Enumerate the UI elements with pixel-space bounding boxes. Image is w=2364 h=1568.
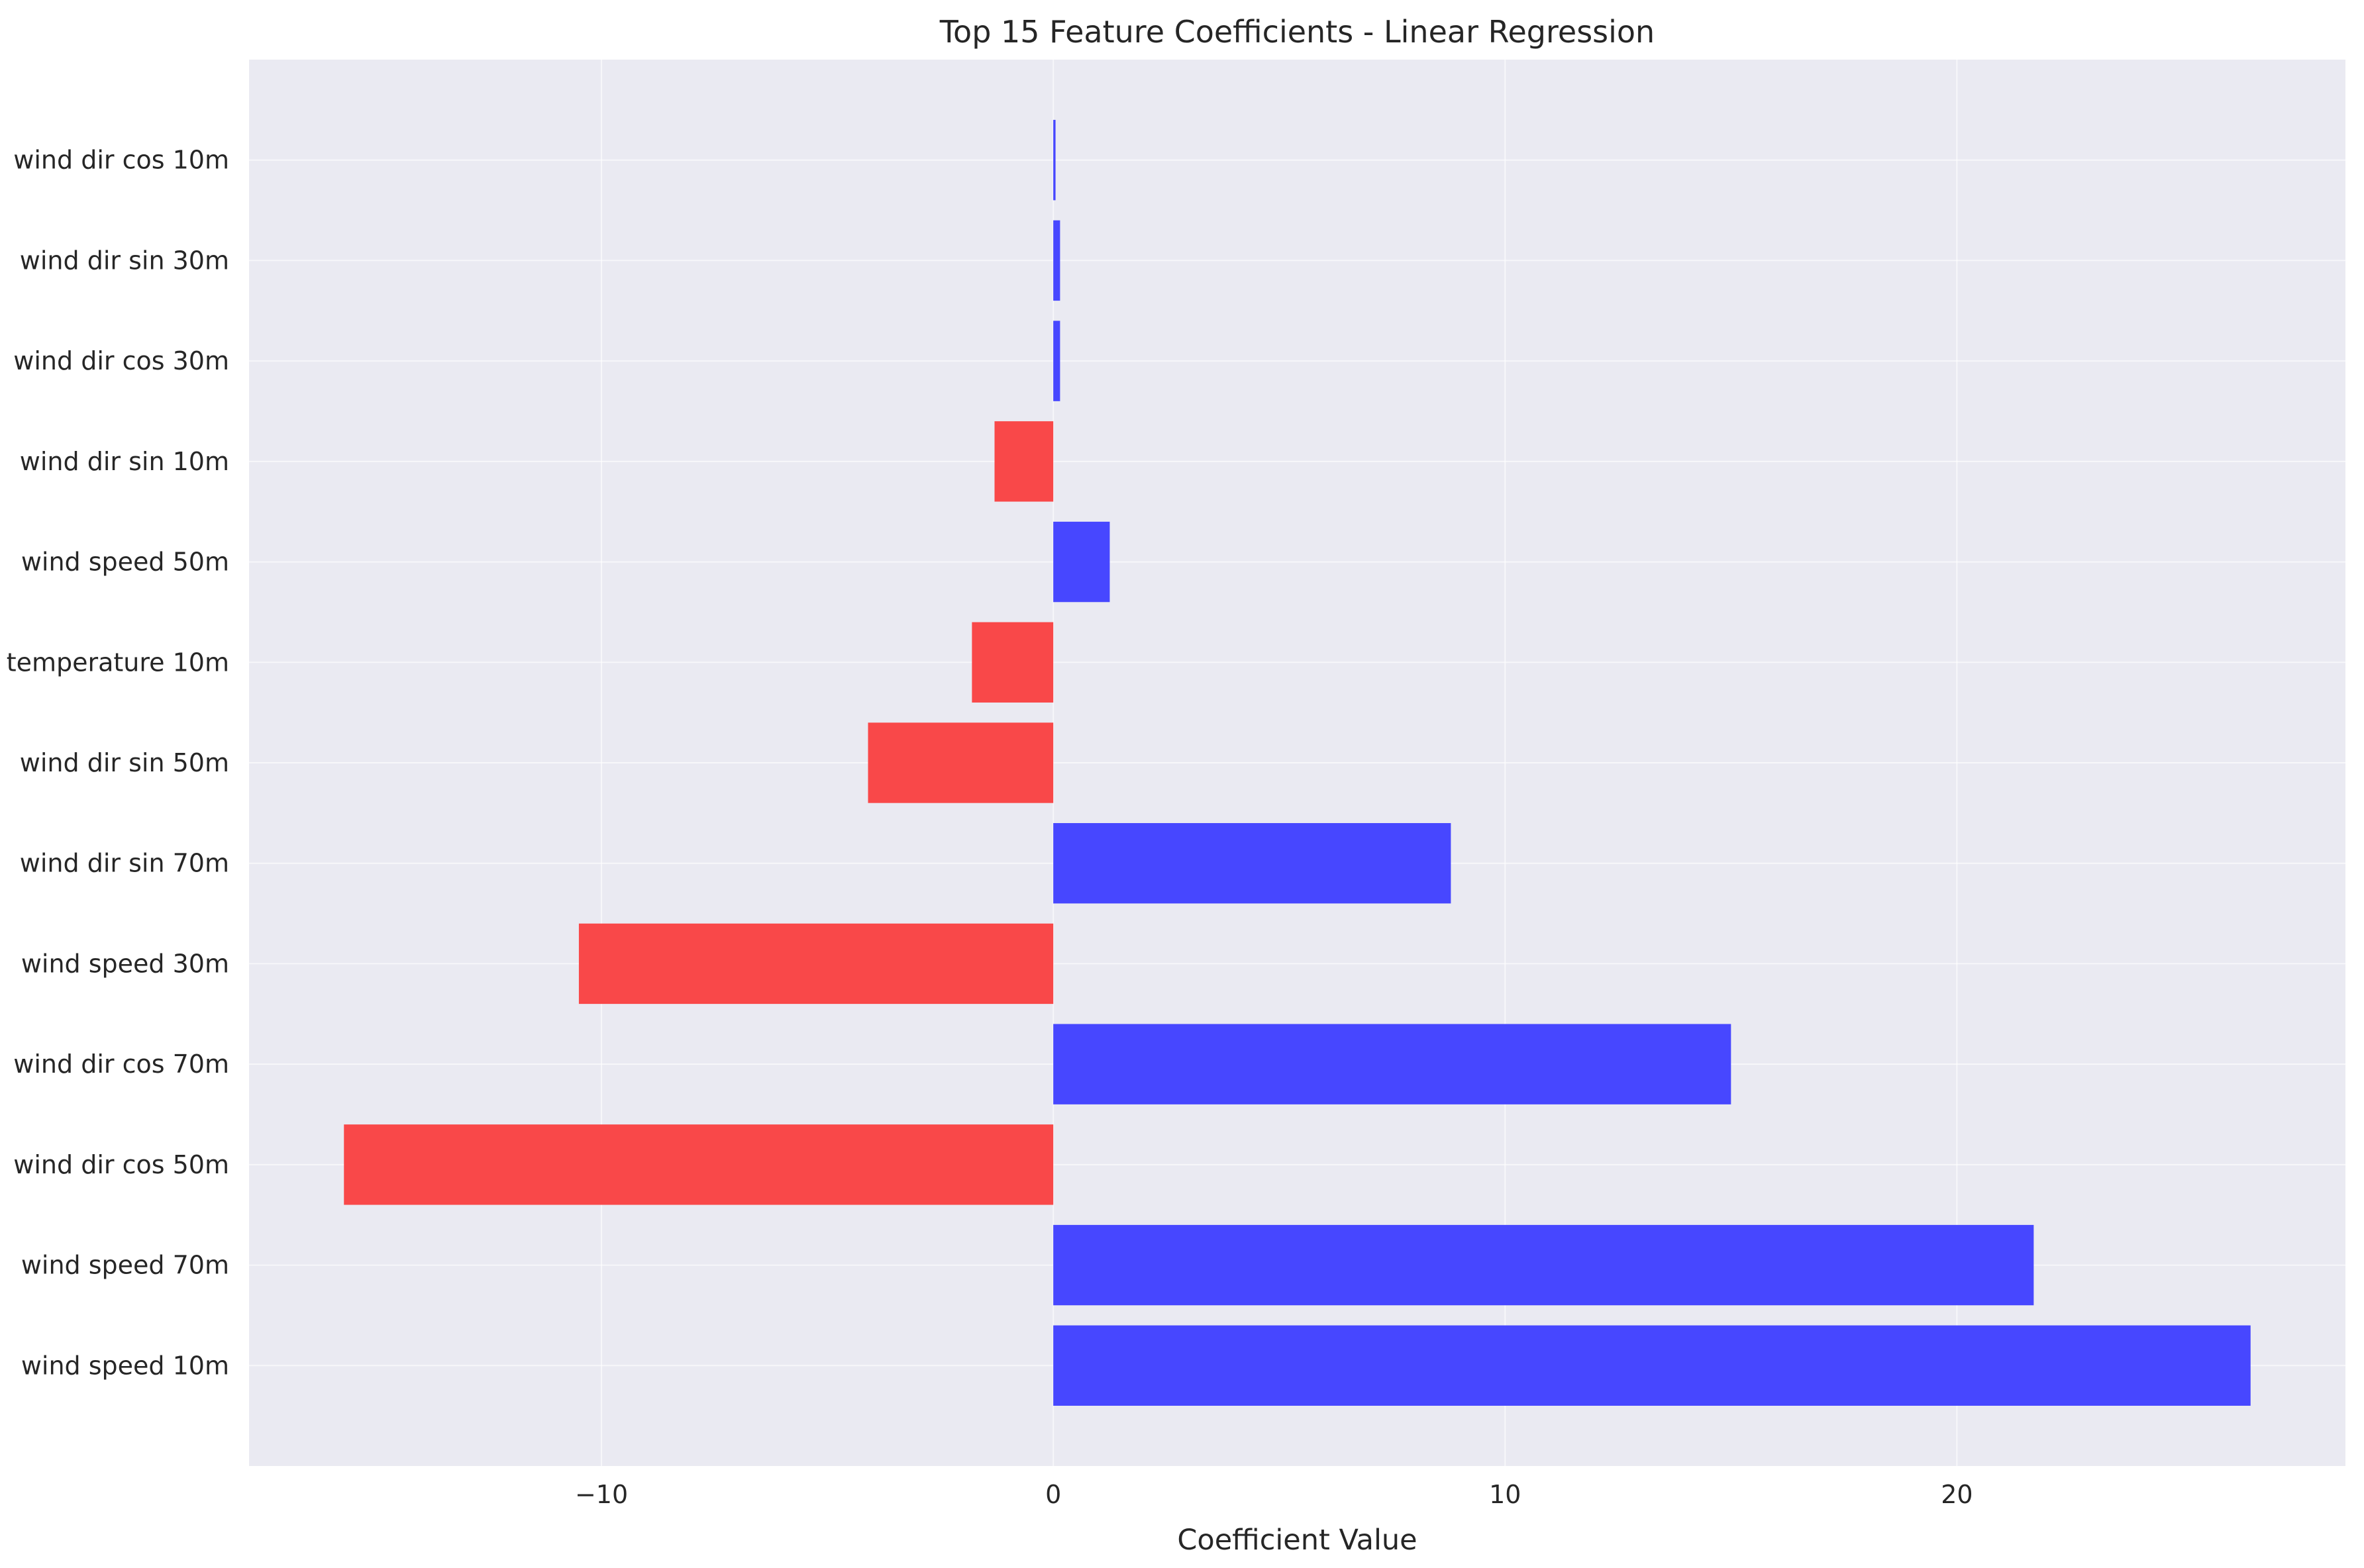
y-tick-label: wind dir cos 10m bbox=[13, 146, 229, 175]
y-tick-labels: wind speed 10m wind speed 70m wind dir cos… bbox=[7, 146, 229, 1381]
y-tick-label: wind dir sin 10m bbox=[20, 447, 229, 476]
bar-wind-dir-sin-70m bbox=[1053, 823, 1451, 904]
bar-wind-dir-sin-30m bbox=[1053, 220, 1060, 301]
y-tick-label: wind dir sin 50m bbox=[20, 748, 229, 777]
bar-wind-speed-30m bbox=[578, 923, 1054, 1004]
bar-temperature-10m bbox=[972, 622, 1054, 703]
y-tick-label: wind speed 10m bbox=[21, 1351, 229, 1380]
bar-wind-speed-10m bbox=[1053, 1325, 2251, 1406]
y-tick-label: wind dir sin 30m bbox=[20, 246, 229, 275]
bar-wind-speed-50m bbox=[1053, 521, 1110, 603]
y-tick-label: wind speed 30m bbox=[21, 949, 229, 978]
x-tick-label: 20 bbox=[1941, 1480, 1973, 1509]
y-tick-label: wind dir cos 30m bbox=[13, 346, 229, 375]
x-tick-label: −10 bbox=[575, 1480, 628, 1509]
x-axis-label: Coefficient Value bbox=[1177, 1524, 1417, 1557]
x-tick-label: 10 bbox=[1489, 1480, 1521, 1509]
y-tick-label: wind dir cos 70m bbox=[13, 1050, 229, 1079]
bar-wind-speed-70m bbox=[1053, 1224, 2034, 1306]
x-tick-labels: −10 0 10 20 bbox=[575, 1480, 1973, 1509]
bars bbox=[344, 120, 2251, 1406]
y-tick-label: wind speed 50m bbox=[21, 548, 229, 577]
bar-wind-dir-cos-50m bbox=[344, 1124, 1054, 1205]
y-tick-label: temperature 10m bbox=[7, 648, 229, 677]
bar-wind-dir-cos-30m bbox=[1053, 320, 1060, 401]
bar-wind-dir-cos-10m bbox=[1053, 120, 1056, 201]
bar-wind-dir-sin-10m bbox=[994, 421, 1054, 502]
y-tick-label: wind dir cos 50m bbox=[13, 1150, 229, 1179]
bar-wind-dir-cos-70m bbox=[1053, 1024, 1731, 1104]
y-tick-label: wind dir sin 70m bbox=[20, 849, 229, 878]
x-tick-label: 0 bbox=[1045, 1480, 1061, 1509]
chart-title: Top 15 Feature Coefficients - Linear Reg… bbox=[939, 14, 1655, 50]
y-tick-label: wind speed 70m bbox=[21, 1251, 229, 1280]
bar-wind-dir-sin-50m bbox=[868, 722, 1054, 803]
